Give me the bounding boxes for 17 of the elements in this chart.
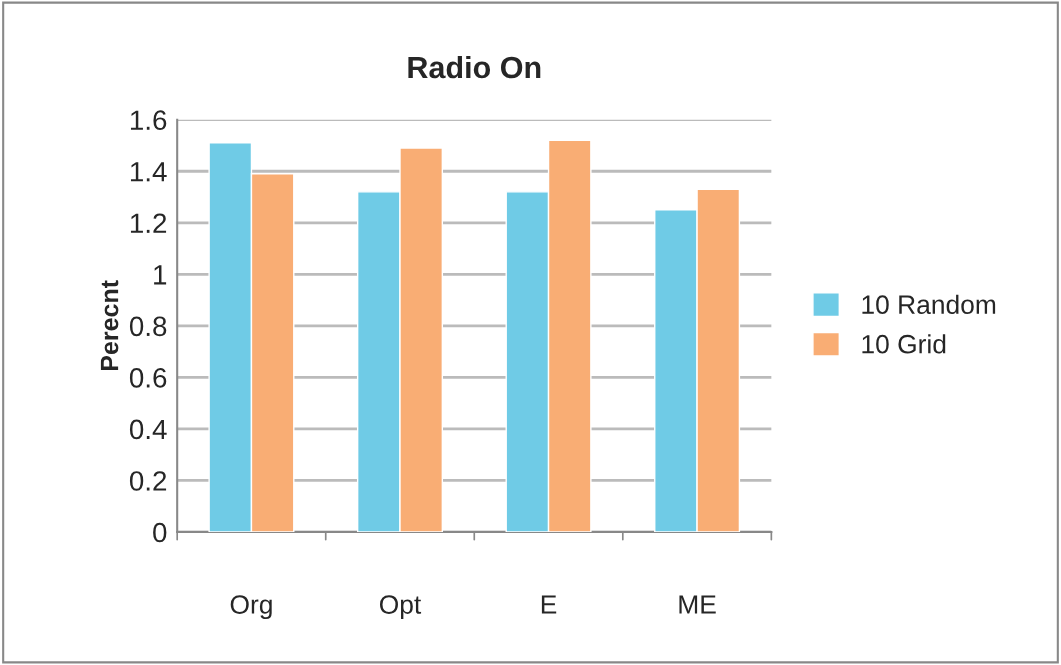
y-axis-title: Perecnt: [100, 280, 119, 371]
x-tick-label: E: [541, 595, 557, 614]
y-tick-label: 1: [154, 265, 167, 285]
legend-label: 10 Random: [862, 294, 996, 315]
y-tick-label: 0.6: [129, 368, 167, 388]
y-tick-label: 0.2: [129, 471, 167, 491]
legend-label: 10 Grid: [862, 334, 946, 354]
chart-title: Radio On: [408, 55, 541, 79]
x-tick-label: Opt: [379, 595, 422, 620]
y-tick-label: 0.8: [129, 316, 167, 337]
x-tick-label: Org: [230, 595, 272, 620]
x-tick-label: ME: [679, 595, 716, 614]
y-tick-label: 0: [153, 522, 167, 543]
y-tick-label: 1.4: [130, 162, 167, 182]
y-tick-label: 1.2: [130, 213, 167, 233]
y-tick-label: 0.4: [129, 419, 167, 440]
y-tick-label: 1.6: [130, 110, 167, 131]
